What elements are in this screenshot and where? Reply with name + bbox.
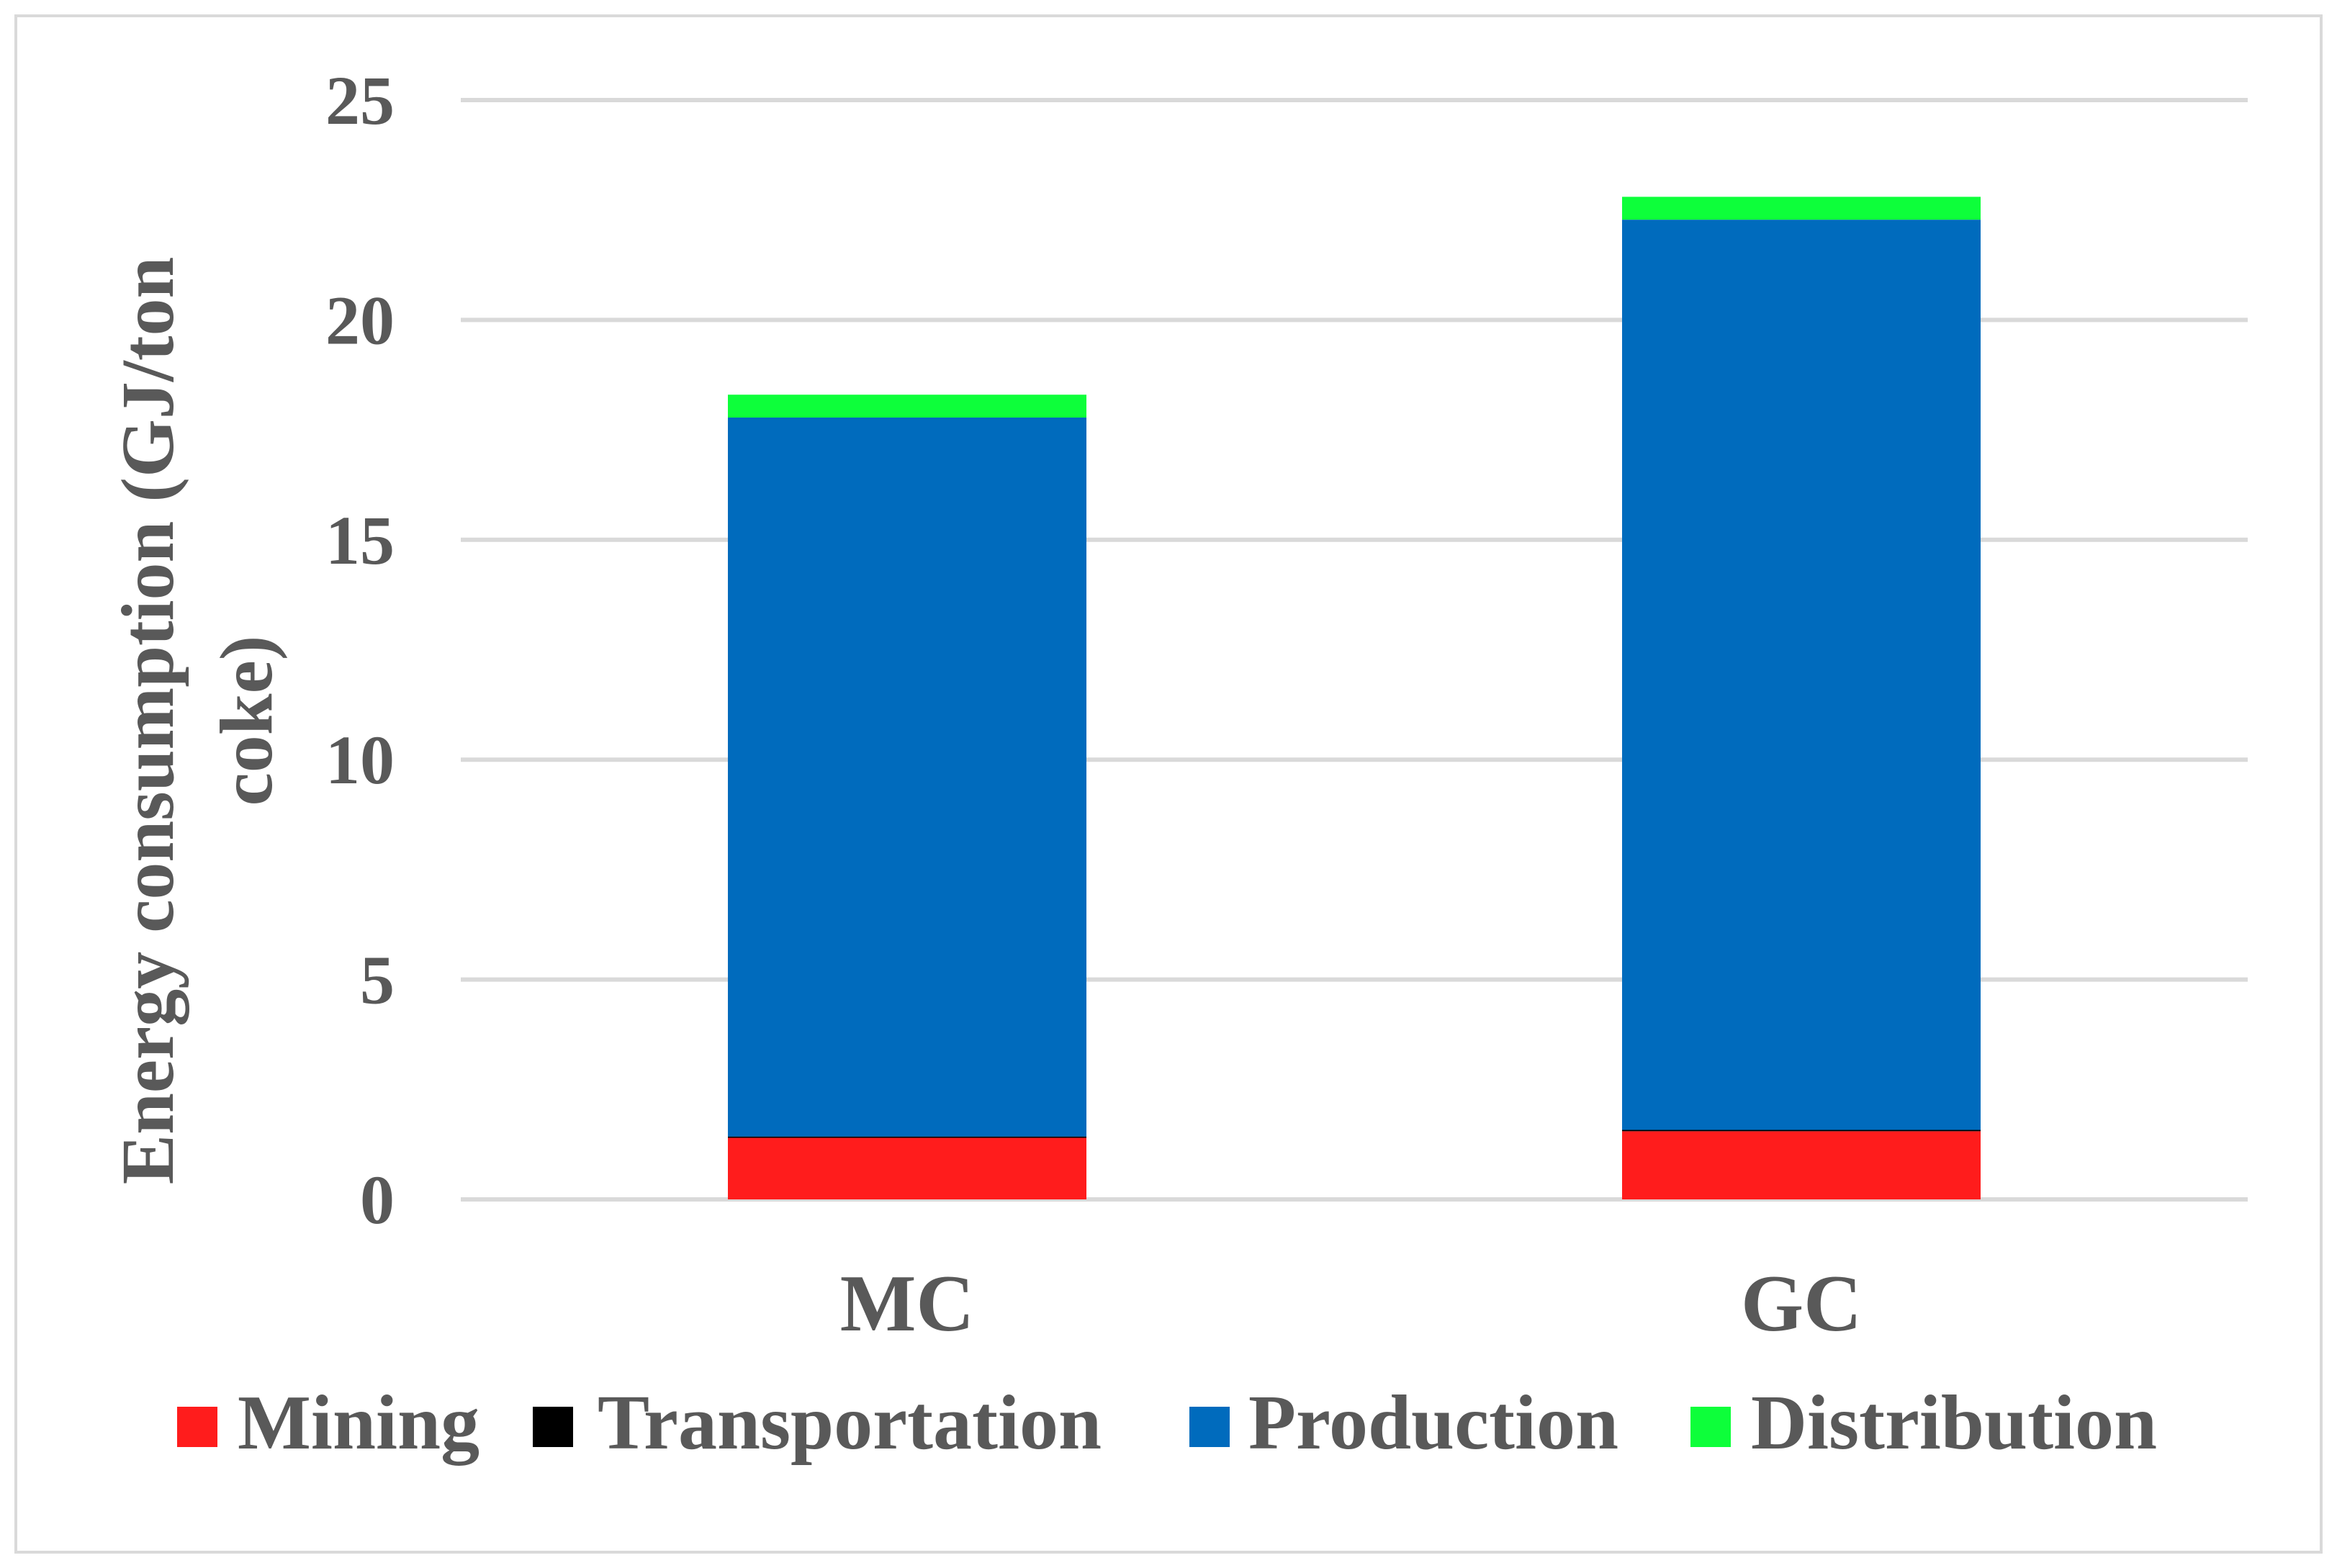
y-axis-title-line-1: Energy consumption (GJ/ton <box>107 257 189 1185</box>
y-tick-label-10: 10 <box>325 721 395 798</box>
y-tick-label-20: 20 <box>325 281 395 359</box>
y-tick-label-15: 15 <box>325 502 395 579</box>
bar-gc-production <box>1622 220 1981 1130</box>
x-axis-categories: MC GC <box>840 1259 1862 1348</box>
legend-label-mining: Mining <box>238 1380 479 1466</box>
bar-mc-distribution <box>728 395 1086 418</box>
legend: Mining Transportation Production Distributi… <box>177 1380 2157 1466</box>
y-tick-label-25: 25 <box>325 62 395 139</box>
legend-swatch-production <box>1189 1407 1230 1447</box>
bar-gc-mining <box>1622 1131 1981 1199</box>
x-category-label-gc: GC <box>1741 1259 1862 1348</box>
bar-mc-mining <box>728 1137 1086 1199</box>
bar-mc-production <box>728 417 1086 1137</box>
y-tick-label-0: 0 <box>360 1161 395 1238</box>
bar-gc-transportation <box>1622 1130 1981 1132</box>
bar-gc-distribution <box>1622 197 1981 220</box>
x-category-label-mc: MC <box>840 1259 975 1348</box>
y-axis-title-line-2: coke) <box>205 636 288 806</box>
legend-label-distribution: Distribution <box>1751 1380 2157 1466</box>
bars <box>728 197 1981 1199</box>
y-tick-label-5: 5 <box>360 942 395 1019</box>
legend-label-transportation: Transportation <box>598 1380 1102 1466</box>
legend-swatch-mining <box>177 1407 217 1447</box>
y-axis-title: Energy consumption (GJ/ton coke) <box>107 257 288 1185</box>
legend-swatch-transportation <box>533 1407 573 1447</box>
bar-mc-transportation <box>728 1136 1086 1138</box>
legend-swatch-distribution <box>1690 1407 1731 1447</box>
y-axis-ticks: 0 5 10 15 20 25 <box>325 62 395 1238</box>
legend-label-production: Production <box>1248 1380 1618 1466</box>
